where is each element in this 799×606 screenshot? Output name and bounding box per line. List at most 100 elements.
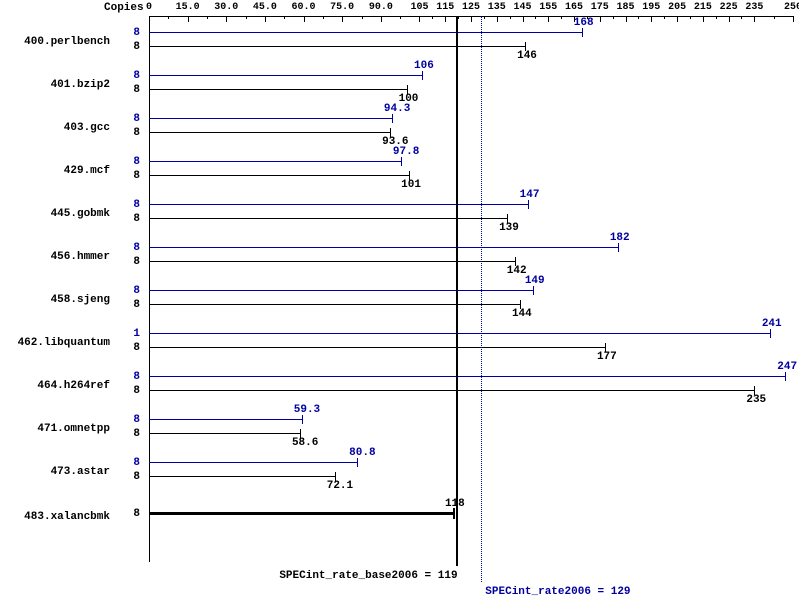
peak-value: 97.8 xyxy=(393,146,419,158)
peak-bar-cap xyxy=(785,372,786,381)
peak-bar-cap xyxy=(528,200,529,209)
base-bar xyxy=(149,476,335,477)
base-bar xyxy=(149,304,520,305)
benchmark-name: 458.sjeng xyxy=(0,294,110,306)
benchmark-name: 403.gcc xyxy=(0,122,110,134)
x-tick xyxy=(626,16,627,22)
peak-copies: 8 xyxy=(128,371,140,383)
x-tick xyxy=(754,16,755,22)
x-tick-label: 175 xyxy=(591,2,609,13)
base-copies: 8 xyxy=(128,385,140,397)
peak-bar xyxy=(149,32,582,33)
x-tick-label: 145 xyxy=(514,2,532,13)
copies-header: Copies xyxy=(104,2,144,14)
peak-bar xyxy=(149,247,618,248)
x-tick xyxy=(548,16,549,22)
peak-value: 106 xyxy=(414,60,434,72)
peak-value: 241 xyxy=(762,318,782,330)
x-tick-minor xyxy=(207,16,208,19)
base-bar xyxy=(149,347,605,348)
base-value: 235 xyxy=(746,394,766,406)
x-tick xyxy=(497,16,498,22)
x-tick-minor xyxy=(774,16,775,19)
x-tick xyxy=(703,16,704,22)
base-bar xyxy=(149,512,453,515)
x-tick xyxy=(651,16,652,22)
peak-copies: 8 xyxy=(128,156,140,168)
peak-value: 147 xyxy=(520,189,540,201)
base-value: 146 xyxy=(517,50,537,62)
x-tick-label: 60.0 xyxy=(292,2,316,13)
benchmark-chart: 015.030.045.060.075.090.0105115125135145… xyxy=(0,0,799,606)
x-tick-label: 75.0 xyxy=(330,2,354,13)
benchmark-name: 400.perlbench xyxy=(0,36,110,48)
x-tick-label: 250 xyxy=(784,2,799,13)
x-tick-minor xyxy=(284,16,285,19)
peak-value: 247 xyxy=(777,361,797,373)
base-ref-line xyxy=(456,16,458,566)
peak-bar-cap xyxy=(618,243,619,252)
x-tick xyxy=(523,16,524,22)
x-tick-minor xyxy=(246,16,247,19)
x-tick-label: 195 xyxy=(642,2,660,13)
peak-bar xyxy=(149,462,357,463)
base-copies: 8 xyxy=(128,299,140,311)
x-tick-minor xyxy=(561,16,562,19)
peak-ref-line xyxy=(481,16,482,582)
x-tick-minor xyxy=(323,16,324,19)
x-tick-label: 185 xyxy=(617,2,635,13)
x-tick xyxy=(342,16,343,22)
peak-bar-cap xyxy=(582,28,583,37)
x-tick-minor xyxy=(716,16,717,19)
x-tick xyxy=(471,16,472,22)
benchmark-name: 401.bzip2 xyxy=(0,79,110,91)
peak-value: 94.3 xyxy=(384,103,410,115)
x-tick xyxy=(793,16,794,22)
x-tick-minor xyxy=(484,16,485,19)
benchmark-name: 429.mcf xyxy=(0,165,110,177)
base-value: 142 xyxy=(507,265,527,277)
x-tick-label: 0 xyxy=(146,2,152,13)
base-copies: 8 xyxy=(128,213,140,225)
base-copies: 8 xyxy=(128,84,140,96)
x-tick-minor xyxy=(510,16,511,19)
peak-copies: 8 xyxy=(128,27,140,39)
base-bar xyxy=(149,433,300,434)
x-tick-minor xyxy=(638,16,639,19)
benchmark-name: 462.libquantum xyxy=(0,337,110,349)
peak-value: 149 xyxy=(525,275,545,287)
peak-bar xyxy=(149,376,785,377)
peak-copies: 8 xyxy=(128,242,140,254)
peak-copies: 8 xyxy=(128,414,140,426)
peak-copies: 8 xyxy=(128,70,140,82)
peak-bar xyxy=(149,75,422,76)
x-tick-minor xyxy=(690,16,691,19)
peak-copies: 8 xyxy=(128,285,140,297)
peak-bar-cap xyxy=(422,71,423,80)
peak-value: 168 xyxy=(574,17,594,29)
x-tick-label: 225 xyxy=(720,2,738,13)
x-tick xyxy=(188,16,189,22)
base-copies: 8 xyxy=(128,256,140,268)
x-tick-minor xyxy=(400,16,401,19)
base-value: 139 xyxy=(499,222,519,234)
benchmark-name: 445.gobmk xyxy=(0,208,110,220)
x-tick-label: 135 xyxy=(488,2,506,13)
base-copies: 8 xyxy=(128,342,140,354)
peak-bar xyxy=(149,290,533,291)
base-bar xyxy=(149,89,407,90)
x-tick-label: 30.0 xyxy=(214,2,238,13)
x-tick-label: 45.0 xyxy=(253,2,277,13)
peak-copies: 1 xyxy=(128,328,140,340)
base-bar xyxy=(149,390,754,391)
base-bar xyxy=(149,218,507,219)
x-tick-label: 115 xyxy=(436,2,454,13)
peak-bar-cap xyxy=(533,286,534,295)
x-tick-minor xyxy=(458,16,459,19)
base-bar xyxy=(149,175,409,176)
base-copies: 8 xyxy=(128,127,140,139)
base-value: 144 xyxy=(512,308,532,320)
base-bar xyxy=(149,46,525,47)
x-tick-minor xyxy=(168,16,169,19)
peak-value: 182 xyxy=(610,232,630,244)
